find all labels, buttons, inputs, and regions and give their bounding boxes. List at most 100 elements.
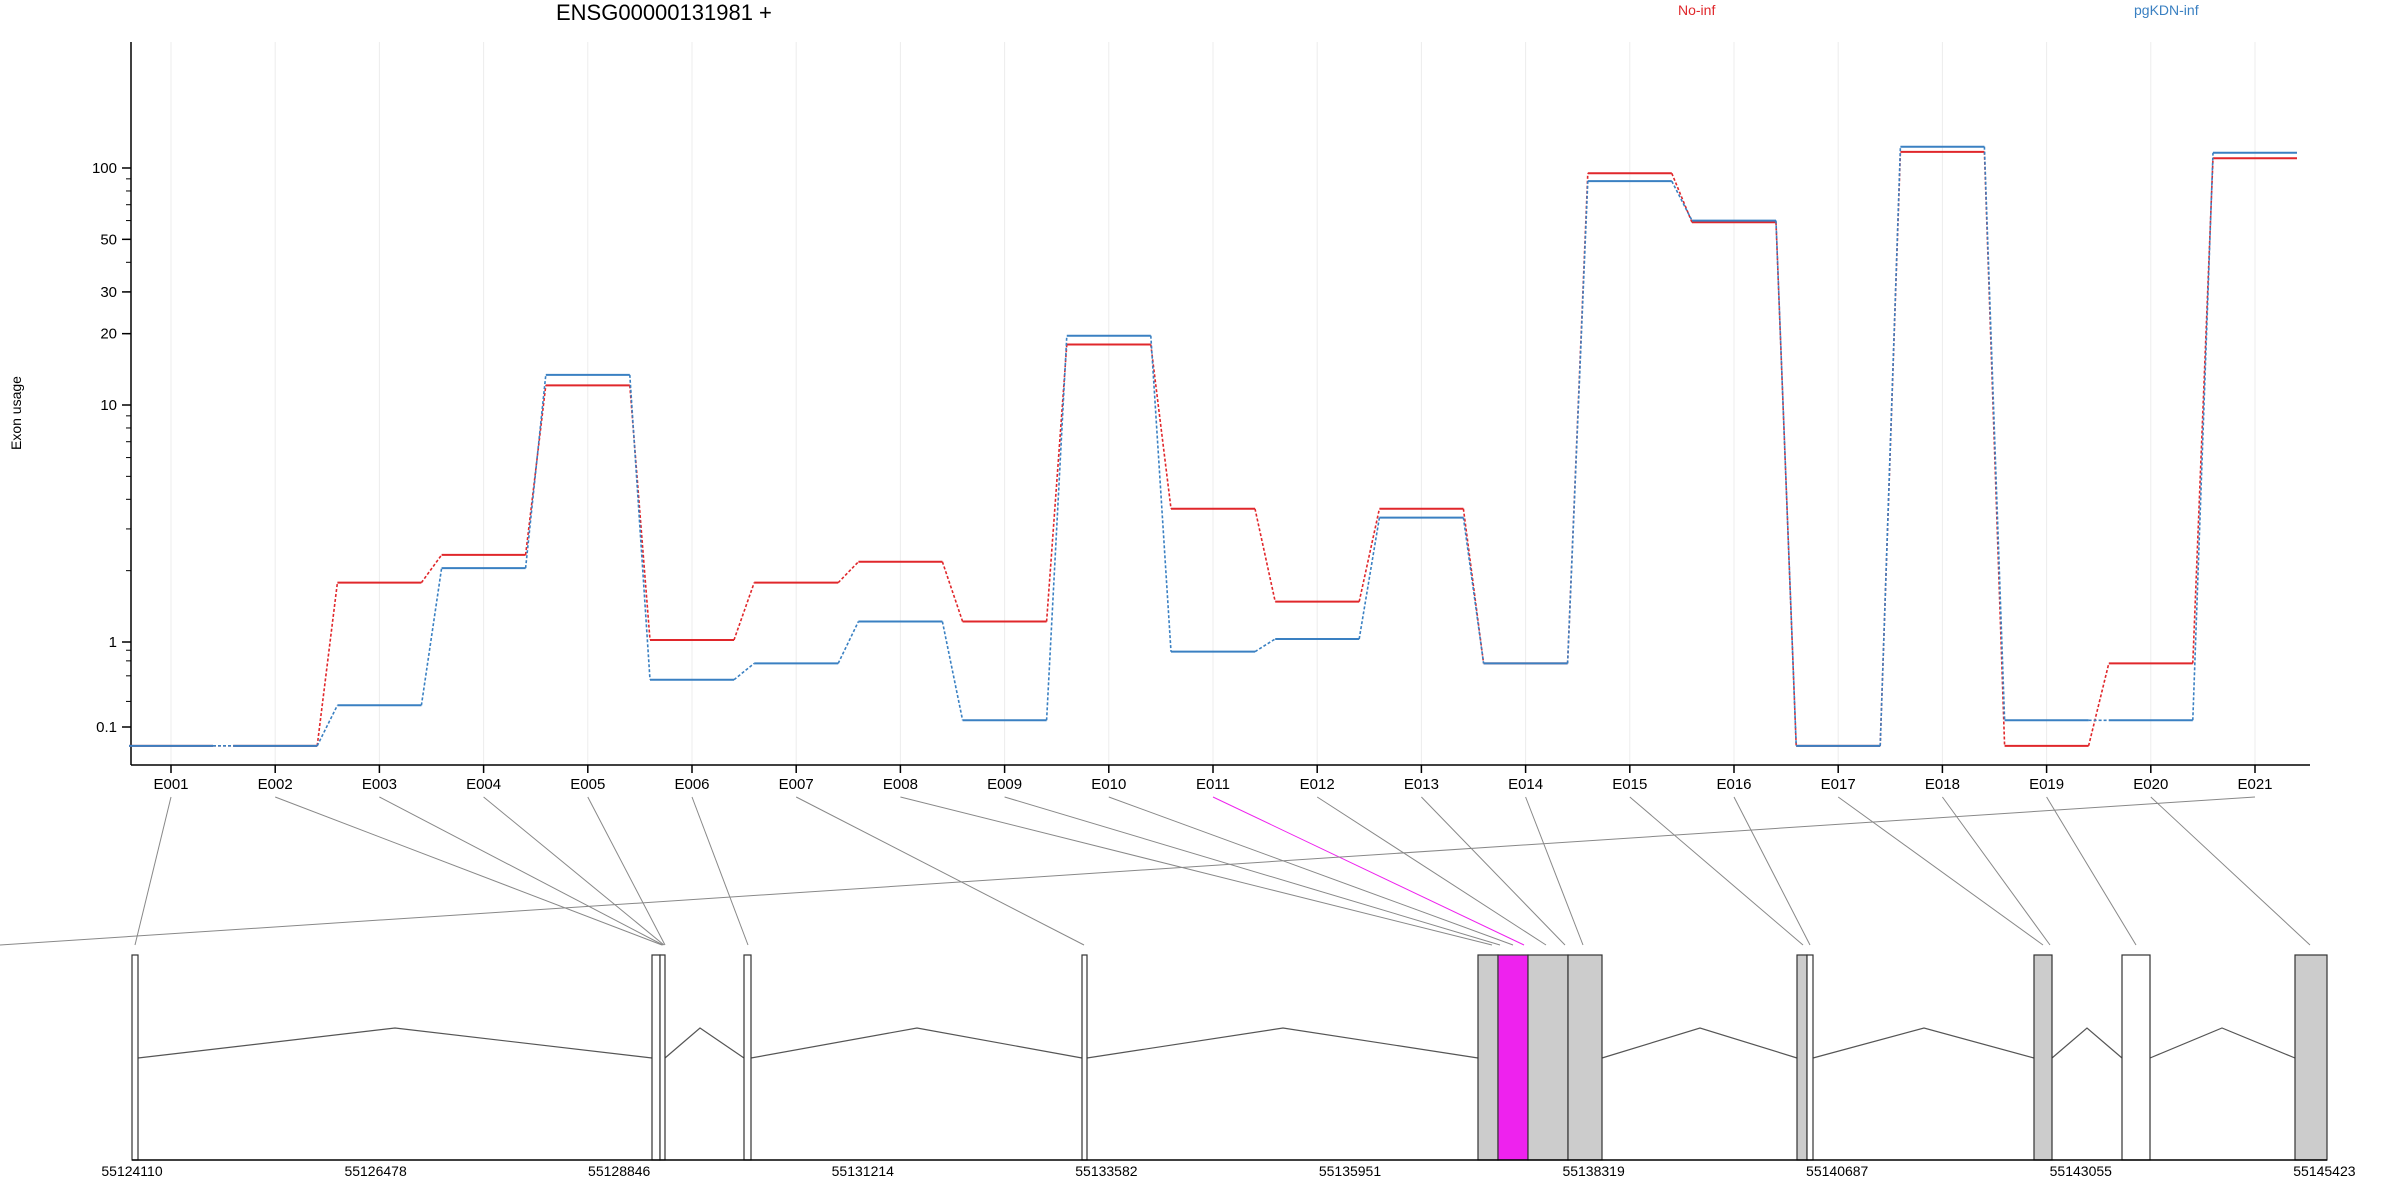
exon-box (1806, 954, 1814, 1161)
genome-coord-label: 55124110 (101, 1163, 162, 1179)
x-tick-label-e007: E007 (779, 776, 814, 793)
series-1-connector (316, 704, 339, 747)
series-0-connector (941, 561, 964, 622)
series-0-connector (2087, 663, 2110, 747)
series-0-connector (316, 582, 339, 746)
x-tick-label-e016: E016 (1716, 776, 1751, 793)
genome-coord-label: 55128846 (588, 1163, 651, 1179)
genome-coord-label: 55131214 (832, 1163, 895, 1179)
x-tick-label-e003: E003 (362, 776, 397, 793)
intron-line (137, 1027, 653, 1059)
exon-connector-e009 (1004, 796, 1501, 946)
y-tick-label: 20 (100, 326, 117, 343)
exon-connector-e007 (795, 796, 1085, 946)
exon-box (1477, 954, 1499, 1161)
series-0-connector (1775, 222, 1797, 746)
x-tick-label-e021: E021 (2237, 776, 2272, 793)
series-1-connector (2192, 152, 2214, 721)
exon-box (659, 954, 666, 1161)
series-0-connector (2192, 158, 2214, 664)
exon-box (1081, 954, 1088, 1161)
series-1-connector (1045, 335, 1068, 721)
x-tick-label-e006: E006 (674, 776, 709, 793)
series-0-connector (837, 561, 859, 584)
x-tick-label-e020: E020 (2133, 776, 2168, 793)
series-0-connector (1045, 344, 1068, 622)
genome-coord-label: 55140687 (1806, 1163, 1869, 1179)
series-1-connector (1358, 517, 1381, 640)
intron-line (1601, 1027, 1798, 1059)
x-tick-label-e013: E013 (1404, 776, 1439, 793)
exon-connector-e014 (1525, 796, 1584, 946)
series-1-connector (420, 567, 443, 706)
genome-coord-label: 55135951 (1319, 1163, 1382, 1179)
intron-line (2051, 1027, 2123, 1059)
y-tick-label: 10 (100, 397, 117, 414)
exon-connector-e015 (1629, 796, 1804, 946)
series-1-connector (1879, 146, 1902, 746)
series-1-connector (1983, 146, 2006, 721)
series-0-connector (524, 385, 547, 556)
exon-connector-e016 (1733, 796, 1811, 946)
series-0-connector (1150, 344, 1172, 509)
legend-no-inf: No-inf (1678, 2, 1716, 18)
exon-connector-e010 (1108, 796, 1514, 946)
x-tick-label-e015: E015 (1612, 776, 1647, 793)
exon-box (1497, 954, 1529, 1161)
x-tick-label-e008: E008 (883, 776, 918, 793)
series-1-connector (629, 374, 651, 680)
genome-coord-label: 55143055 (2050, 1163, 2113, 1179)
genome-coord-label: 55138319 (1562, 1163, 1625, 1179)
legend-pgkdn-inf: pgKDN-inf (2134, 2, 2199, 18)
x-tick-label-e019: E019 (2029, 776, 2064, 793)
series-0-connector (420, 554, 443, 584)
series-1-connector (1150, 335, 1172, 652)
genome-coord-label: 55126478 (344, 1163, 407, 1179)
intron-line (1812, 1027, 2035, 1059)
y-tick-label: 50 (100, 231, 117, 248)
x-tick-label-e018: E018 (1925, 776, 1960, 793)
exon-connector-e021 (0, 796, 2256, 946)
exon-connector-e008 (900, 796, 1493, 946)
series-0-connector (629, 385, 651, 641)
exon-connector-e019 (2046, 796, 2137, 946)
x-tick-label-e014: E014 (1508, 776, 1543, 793)
series-1-connector (1462, 517, 1485, 664)
series-1-connector (1671, 180, 1693, 221)
exon-box (2294, 954, 2328, 1161)
exon-box (2033, 954, 2053, 1161)
intron-line (664, 1027, 745, 1059)
intron-line (2149, 1027, 2296, 1059)
y-tick-label: 0.1 (96, 719, 117, 736)
x-tick-label-e009: E009 (987, 776, 1022, 793)
y-tick-label: 30 (100, 284, 117, 301)
y-tick-label: 1 (109, 634, 117, 651)
x-tick-label-e005: E005 (570, 776, 605, 793)
exon-box (1567, 954, 1603, 1161)
exon-connector-e011 (1212, 796, 1525, 946)
exon-connector-e003 (379, 796, 664, 946)
exon-connector-e012 (1316, 796, 1547, 946)
x-tick-label-e010: E010 (1091, 776, 1126, 793)
exon-connector-e001 (134, 796, 172, 946)
series-0-connector (1671, 172, 1693, 223)
chart-title: ENSG00000131981 + (556, 0, 772, 25)
intron-line (1086, 1027, 1479, 1059)
exon-connector-e006 (691, 796, 749, 946)
exon-connector-e013 (1421, 796, 1566, 946)
series-1-connector (1566, 181, 1589, 664)
series-1-connector (733, 662, 755, 681)
series-0-connector (1358, 508, 1381, 602)
exon-connector-e018 (1941, 796, 2051, 946)
series-1-connector (1254, 638, 1276, 653)
x-tick-label-e012: E012 (1300, 776, 1335, 793)
series-1-connector (1775, 220, 1797, 746)
x-tick-label-e004: E004 (466, 776, 501, 793)
exon-box (2121, 954, 2151, 1161)
exon-box (743, 954, 752, 1161)
x-tick-label-e001: E001 (153, 776, 188, 793)
series-1-connector (941, 621, 964, 721)
series-1-connector (524, 374, 547, 569)
x-tick-label-e002: E002 (258, 776, 293, 793)
